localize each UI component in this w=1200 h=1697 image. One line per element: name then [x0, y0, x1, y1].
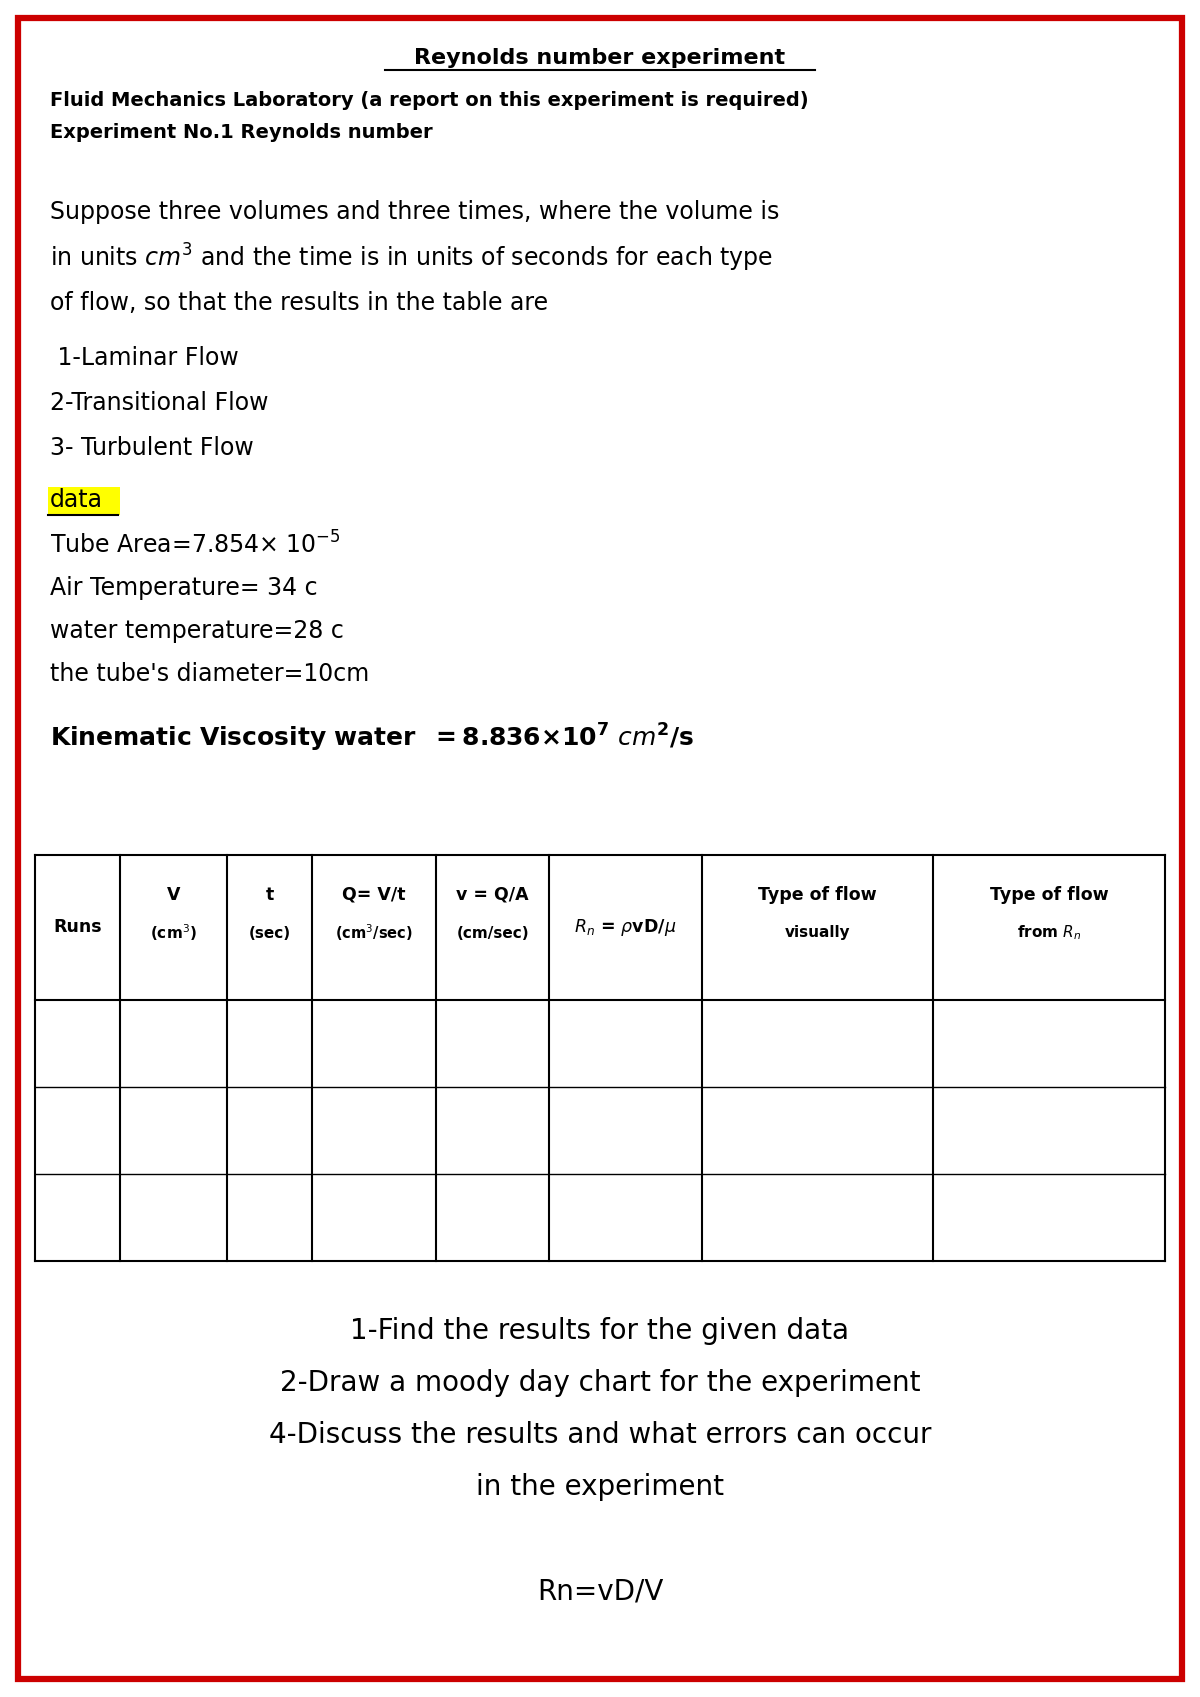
Text: t: t: [265, 886, 274, 905]
Text: (sec): (sec): [248, 925, 290, 940]
Text: in the experiment: in the experiment: [476, 1473, 724, 1502]
Text: in units $\mathit{cm}^3$ and the time is in units of seconds for each type: in units $\mathit{cm}^3$ and the time is…: [50, 243, 773, 275]
Text: Type of flow: Type of flow: [990, 886, 1109, 905]
Text: V: V: [167, 886, 180, 905]
Text: from $R_n$: from $R_n$: [1016, 923, 1081, 942]
Text: Air Temperature= 34 c: Air Temperature= 34 c: [50, 575, 318, 601]
Text: data: data: [50, 489, 103, 512]
Bar: [48, 487, 120, 514]
Text: v = Q/A: v = Q/A: [456, 886, 529, 905]
Text: Runs: Runs: [53, 918, 102, 937]
Text: (cm/sec): (cm/sec): [456, 925, 529, 940]
Text: 2-Draw a moody day chart for the experiment: 2-Draw a moody day chart for the experim…: [280, 1369, 920, 1397]
Text: Reynolds number experiment: Reynolds number experiment: [414, 48, 786, 68]
Text: $\bf{Kinematic\ Viscosity\ water\ \ =8.836}$$\bf{\times 10^7}$$\bf{\ \mathit{cm}: $\bf{Kinematic\ Viscosity\ water\ \ =8.8…: [50, 721, 695, 753]
Text: visually: visually: [785, 925, 851, 940]
Text: of flow, so that the results in the table are: of flow, so that the results in the tabl…: [50, 290, 548, 316]
Text: 2-Transitional Flow: 2-Transitional Flow: [50, 390, 269, 416]
Text: $R_n$ = $\rho$vD/$\mu$: $R_n$ = $\rho$vD/$\mu$: [575, 916, 677, 938]
Text: Rn=vD/V: Rn=vD/V: [536, 1577, 664, 1605]
Text: Tube Area=7.854$\times$ $10^{-5}$: Tube Area=7.854$\times$ $10^{-5}$: [50, 531, 341, 558]
Text: water temperature=28 c: water temperature=28 c: [50, 619, 344, 643]
Text: 4-Discuss the results and what errors can occur: 4-Discuss the results and what errors ca…: [269, 1420, 931, 1449]
Text: (cm$^3$/sec): (cm$^3$/sec): [335, 923, 413, 944]
Text: Suppose three volumes and three times, where the volume is: Suppose three volumes and three times, w…: [50, 200, 779, 224]
Text: Experiment No.1 Reynolds number: Experiment No.1 Reynolds number: [50, 122, 433, 141]
Text: 1-Laminar Flow: 1-Laminar Flow: [50, 346, 239, 370]
Text: Type of flow: Type of flow: [758, 886, 877, 905]
Text: Q= V/t: Q= V/t: [342, 886, 406, 905]
Text: 3- Turbulent Flow: 3- Turbulent Flow: [50, 436, 253, 460]
Text: the tube's diameter=10cm: the tube's diameter=10cm: [50, 662, 370, 686]
Text: Fluid Mechanics Laboratory (a report on this experiment is required): Fluid Mechanics Laboratory (a report on …: [50, 90, 809, 110]
Text: 1-Find the results for the given data: 1-Find the results for the given data: [350, 1317, 850, 1346]
Text: (cm$^3$): (cm$^3$): [150, 923, 197, 944]
